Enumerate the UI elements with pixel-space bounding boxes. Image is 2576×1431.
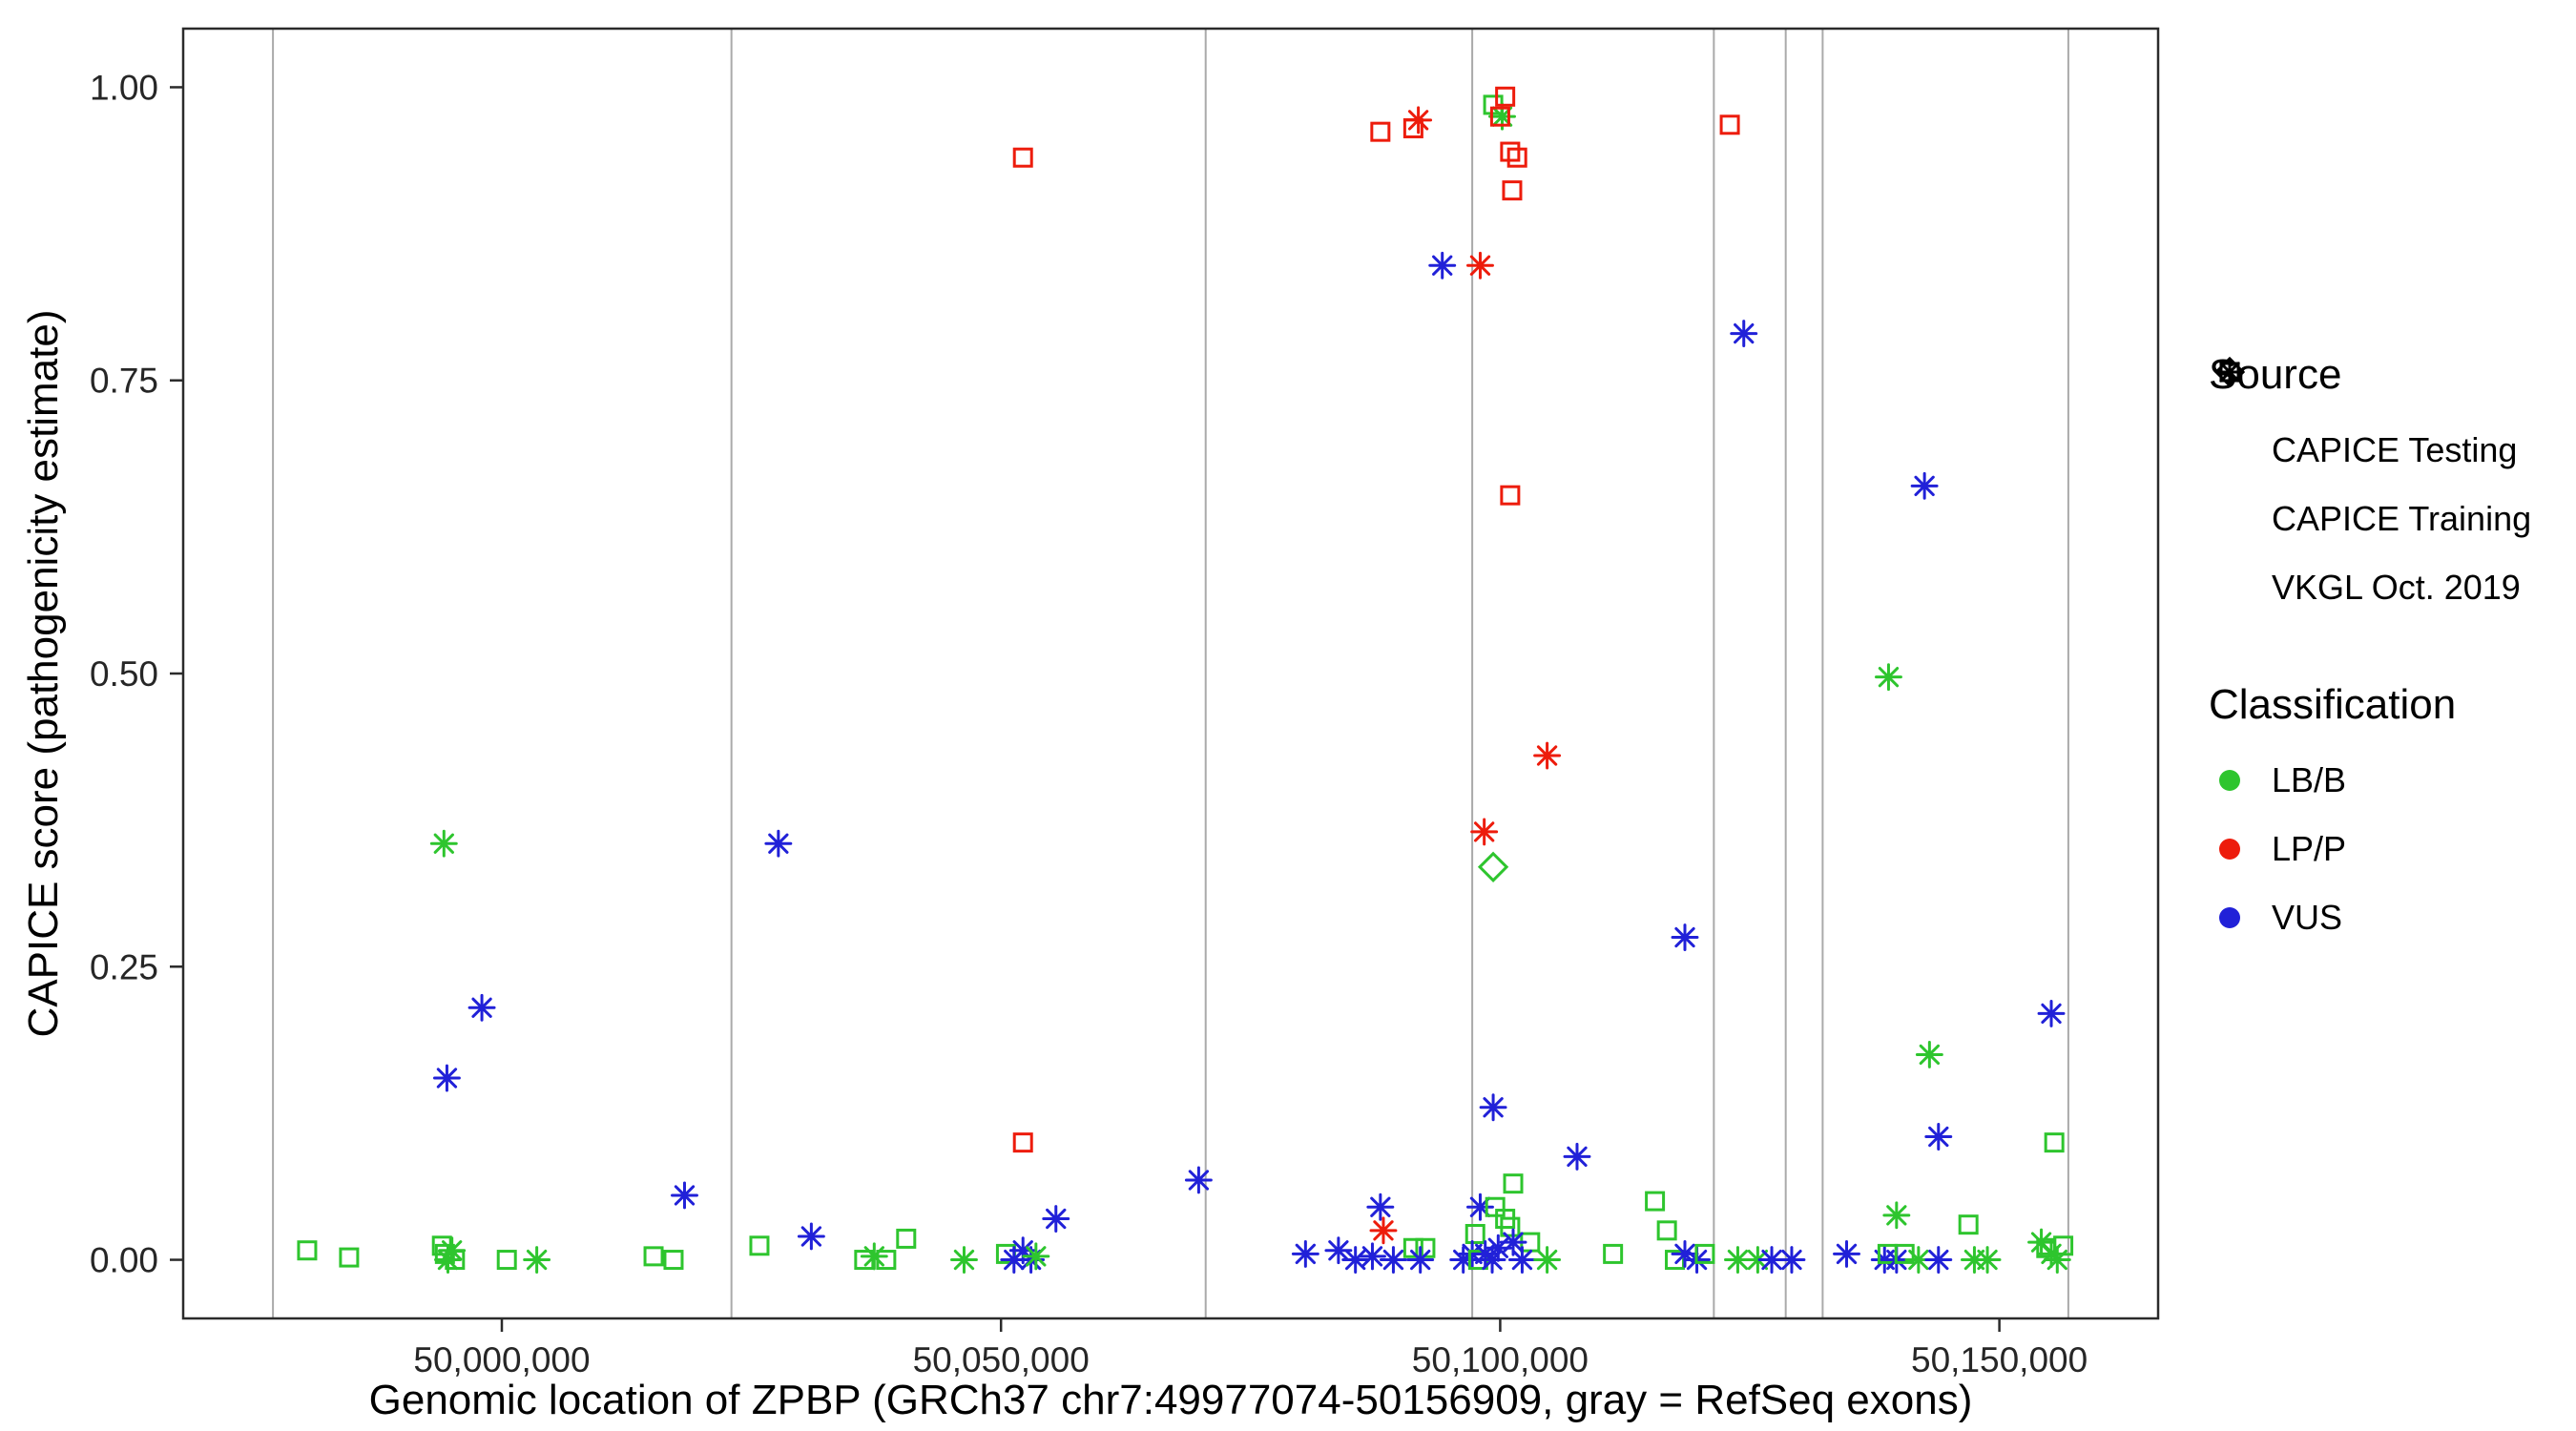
- legend-classification-title: Classification: [2209, 681, 2457, 728]
- asterisk-icon: [2209, 358, 2251, 609]
- legend-item-label: LB/B: [2272, 760, 2347, 799]
- legend-item-vus: VUS: [2209, 883, 2562, 952]
- svg-text:0.25: 0.25: [90, 947, 158, 986]
- square-icon: [2209, 362, 2251, 540]
- legend-item-capice-training: CAPICE Training: [2209, 362, 2562, 553]
- legend-item-vkgl: VKGL Oct. 2019: [2209, 358, 2562, 622]
- legend-item-lpp: LP/P: [2209, 815, 2562, 883]
- svg-text:0.50: 0.50: [90, 654, 158, 694]
- legend-item-capice-testing: CAPICE Testing: [2209, 356, 2562, 485]
- legend: Source CAPICE Testing CAPICE Training VK…: [2209, 351, 2562, 952]
- svg-text:1.00: 1.00: [90, 68, 158, 107]
- blue-dot-icon: [2209, 897, 2251, 939]
- svg-text:50,100,000: 50,100,000: [1412, 1340, 1589, 1379]
- legend-item-lbb: LB/B: [2209, 746, 2562, 815]
- svg-text:0.75: 0.75: [90, 362, 158, 401]
- legend-group-source: Source CAPICE Testing CAPICE Training VK…: [2209, 351, 2562, 622]
- red-dot-icon: [2209, 828, 2251, 870]
- legend-source-title: Source: [2209, 351, 2342, 398]
- legend-group-classification: Classification LB/B LP/P VUS: [2209, 681, 2562, 952]
- diamond-icon: [2209, 356, 2251, 471]
- svg-text:0.00: 0.00: [90, 1241, 158, 1280]
- legend-item-label: VUS: [2272, 898, 2343, 937]
- green-dot-icon: [2209, 759, 2251, 801]
- legend-item-label: VKGL Oct. 2019: [2272, 568, 2521, 607]
- legend-item-label: CAPICE Testing: [2272, 430, 2518, 469]
- y-axis-title: CAPICE score (pathogenicity estimate): [20, 309, 67, 1038]
- x-axis-title: Genomic location of ZPBP (GRCh37 chr7:49…: [368, 1377, 1973, 1423]
- legend-item-label: LP/P: [2272, 829, 2347, 868]
- legend-item-label: CAPICE Training: [2272, 499, 2532, 538]
- svg-text:50,150,000: 50,150,000: [1911, 1340, 2088, 1379]
- svg-text:50,000,000: 50,000,000: [413, 1340, 590, 1379]
- svg-text:50,050,000: 50,050,000: [913, 1340, 1090, 1379]
